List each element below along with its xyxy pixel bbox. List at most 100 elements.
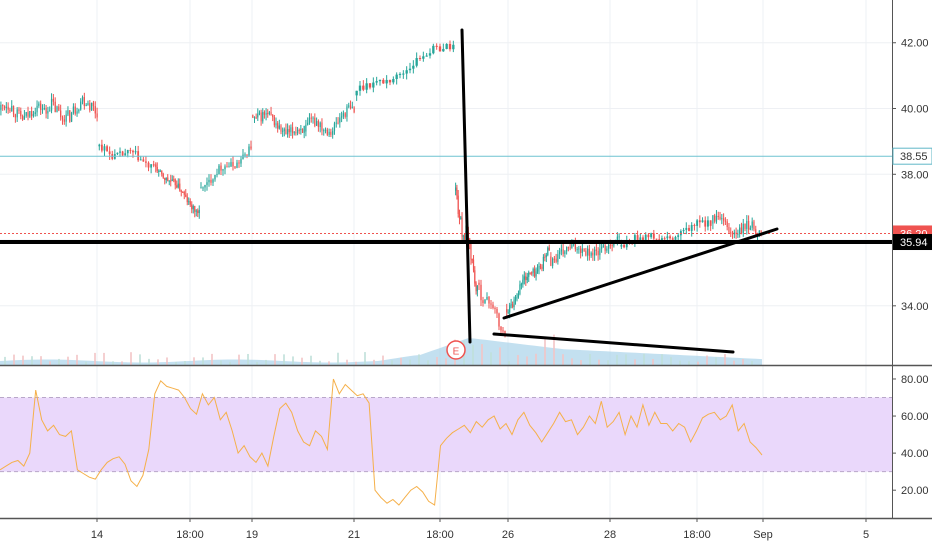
candle-down [730, 232, 732, 234]
candle-up [712, 215, 714, 224]
candle-up [721, 218, 723, 220]
rsi-tick-label: 40.00 [901, 448, 929, 460]
candle-down [541, 267, 543, 269]
candle-up [230, 162, 232, 167]
candle-down [344, 113, 346, 117]
volume-bar [670, 357, 672, 365]
candle-up [319, 122, 321, 128]
drop-trendline[interactable] [460, 28, 472, 344]
volume-bar [526, 356, 528, 365]
candle-down [45, 107, 47, 114]
candle-down [580, 248, 582, 253]
candle-up [452, 44, 455, 50]
candle-up [258, 112, 261, 114]
candle-down [388, 79, 392, 83]
candle-up [200, 187, 202, 189]
candle-up [218, 165, 220, 175]
candle-down [185, 194, 187, 197]
candle-up [639, 237, 642, 241]
candle-down [548, 247, 550, 251]
candle-up [522, 279, 524, 285]
candle-down [500, 326, 502, 331]
candle-up [601, 246, 603, 249]
volume-bar [643, 353, 645, 365]
candle-down [349, 105, 352, 108]
candle-up [315, 121, 318, 126]
candle-down [760, 230, 762, 234]
earnings-event-marker[interactable] [446, 340, 466, 360]
candle-up [560, 249, 562, 252]
candle-up [29, 111, 31, 117]
candle-up [192, 205, 194, 210]
candle-down [164, 177, 166, 181]
candle-up [674, 236, 677, 240]
candle-down [562, 249, 564, 255]
candle-up [300, 128, 302, 131]
candle-down [232, 162, 234, 167]
rsi-band [0, 397, 892, 472]
candle-up [737, 233, 739, 235]
candle-up [228, 166, 230, 168]
candle-up [41, 109, 44, 111]
candle-down [555, 258, 557, 262]
volume-bar [607, 360, 609, 365]
candle-up [746, 220, 748, 229]
candle-up [650, 233, 653, 238]
candle-up [158, 170, 160, 172]
candle-down [246, 154, 248, 156]
candle-down [267, 113, 269, 115]
candle-up [16, 109, 18, 118]
candle-up [204, 184, 206, 188]
candle-down [482, 300, 484, 303]
candle-up [666, 236, 669, 239]
candle-up [677, 235, 680, 237]
rsi-tick-label: 80.00 [901, 374, 929, 386]
candle-up [333, 123, 336, 132]
candle-up [307, 122, 309, 125]
candle-down [709, 220, 712, 226]
volume-bar [571, 358, 573, 365]
candle-up [696, 220, 699, 226]
volume-bar [688, 361, 690, 365]
candle-down [435, 45, 438, 47]
candle-up [690, 225, 693, 231]
ascending-support-trendline[interactable] [502, 227, 779, 320]
candle-down [12, 105, 15, 115]
candle-up [278, 125, 280, 129]
candle-down [74, 106, 76, 114]
candle-up [526, 276, 528, 281]
candle-up [507, 312, 509, 314]
candle-up [224, 166, 226, 170]
volume-bar [337, 352, 339, 365]
volume-bar [715, 357, 717, 365]
candle-up [240, 159, 242, 164]
volume-bar [652, 359, 654, 365]
candle-down [534, 268, 536, 277]
candle-down [295, 132, 297, 134]
earnings-event-layer[interactable]: E [446, 340, 466, 360]
volume-bar [130, 352, 132, 365]
candle-down [461, 217, 463, 237]
candle-up [590, 252, 592, 256]
candle-down [161, 170, 163, 174]
candle-up [81, 97, 84, 102]
candle-up [408, 68, 412, 71]
candle-up [103, 146, 106, 151]
volume-trendline[interactable] [492, 332, 735, 354]
candle-up [265, 113, 267, 115]
candle-down [61, 117, 64, 120]
candle-down [20, 110, 22, 117]
candle-up [578, 248, 580, 250]
candle-up [23, 115, 26, 120]
candle-down [502, 330, 504, 332]
volume-bar [589, 353, 591, 365]
candle-down [89, 103, 91, 111]
candle-down [728, 227, 730, 233]
volume-bar [427, 360, 429, 365]
volume-bar [193, 357, 195, 365]
candle-up [608, 244, 610, 249]
trendline-drawings-layer[interactable] [460, 28, 779, 354]
candle-up [25, 112, 27, 116]
candle-up [392, 79, 395, 83]
